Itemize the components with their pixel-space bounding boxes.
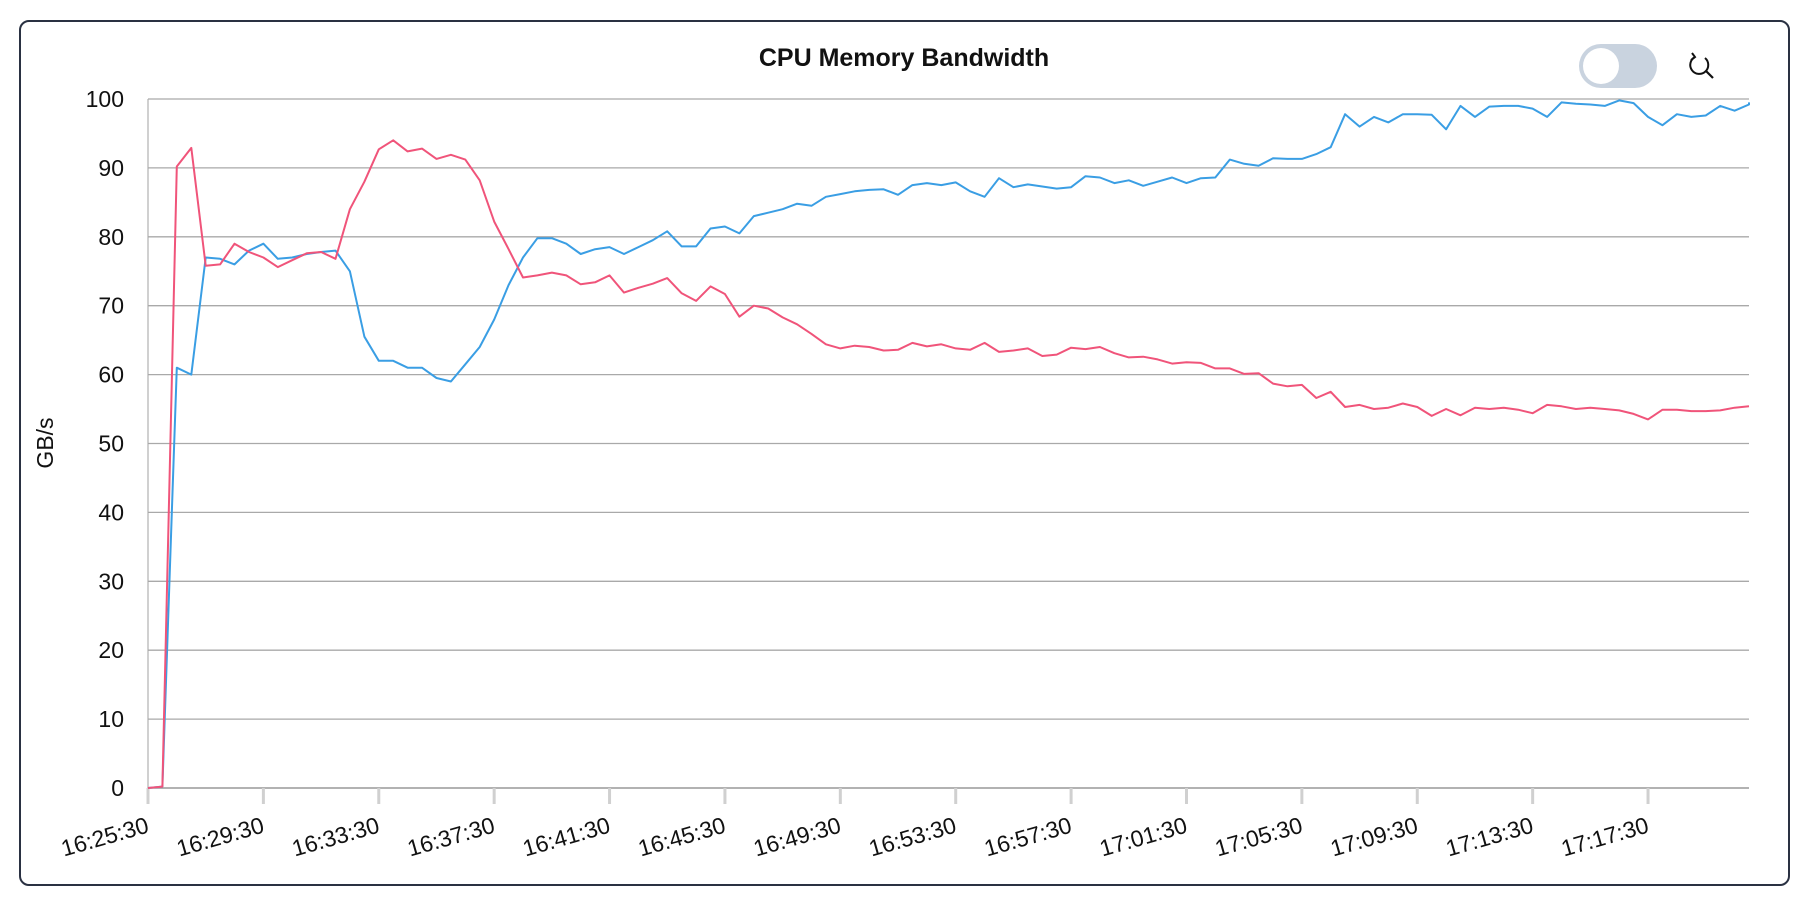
y-tick-label: 0 [111,775,124,801]
x-tick-labels: 16:25:30 16:29:30 16:33:30 16:37:30 16:41:30… [58,812,1651,862]
x-tick-label: 16:57:30 [981,812,1074,862]
y-axis-label: GB/s [32,417,58,468]
x-tick-label: 16:45:30 [635,812,728,862]
y-tick-label: 60 [98,362,124,388]
series-line-1 [147,99,1750,789]
y-tick-label: 40 [98,499,124,525]
x-tick-label: 16:25:30 [58,812,151,862]
y-tick-label: 70 [98,293,124,319]
x-tick-label: 17:13:30 [1443,812,1536,862]
reset-zoom-button[interactable] [1683,48,1719,84]
y-tick-label: 10 [98,706,124,732]
chart-card [19,20,1790,886]
x-tick-label: 16:49:30 [750,812,843,862]
x-tick-label: 17:01:30 [1097,812,1190,862]
x-tick-label: 16:37:30 [404,812,497,862]
x-tick-label: 17:17:30 [1558,812,1651,862]
y-tick-label: 90 [98,155,124,181]
x-tick-label: 16:53:30 [866,812,959,862]
chart-title: CPU Memory Bandwidth [758,44,1050,72]
y-tick-label: 50 [98,431,124,457]
x-tick-label: 16:41:30 [520,812,613,862]
series-line-2 [147,139,1750,789]
grid-lines [146,98,1749,804]
y-tick-label: 100 [86,86,124,112]
y-tick-label: 20 [98,637,124,663]
chart-toggle-switch[interactable] [1579,44,1657,88]
y-tick-labels: 0 10 20 30 40 50 60 70 80 90 100 [86,86,124,801]
y-tick-label: 30 [98,568,124,594]
x-tick-label: 16:33:30 [289,812,382,862]
reset-zoom-icon [1689,52,1714,79]
toggle-knob [1583,48,1619,84]
x-tick-label: 16:29:30 [174,812,267,862]
series-lines [147,99,1750,789]
x-tick-label: 17:05:30 [1212,812,1305,862]
y-tick-label: 80 [98,224,124,250]
x-tick-label: 17:09:30 [1327,812,1420,862]
